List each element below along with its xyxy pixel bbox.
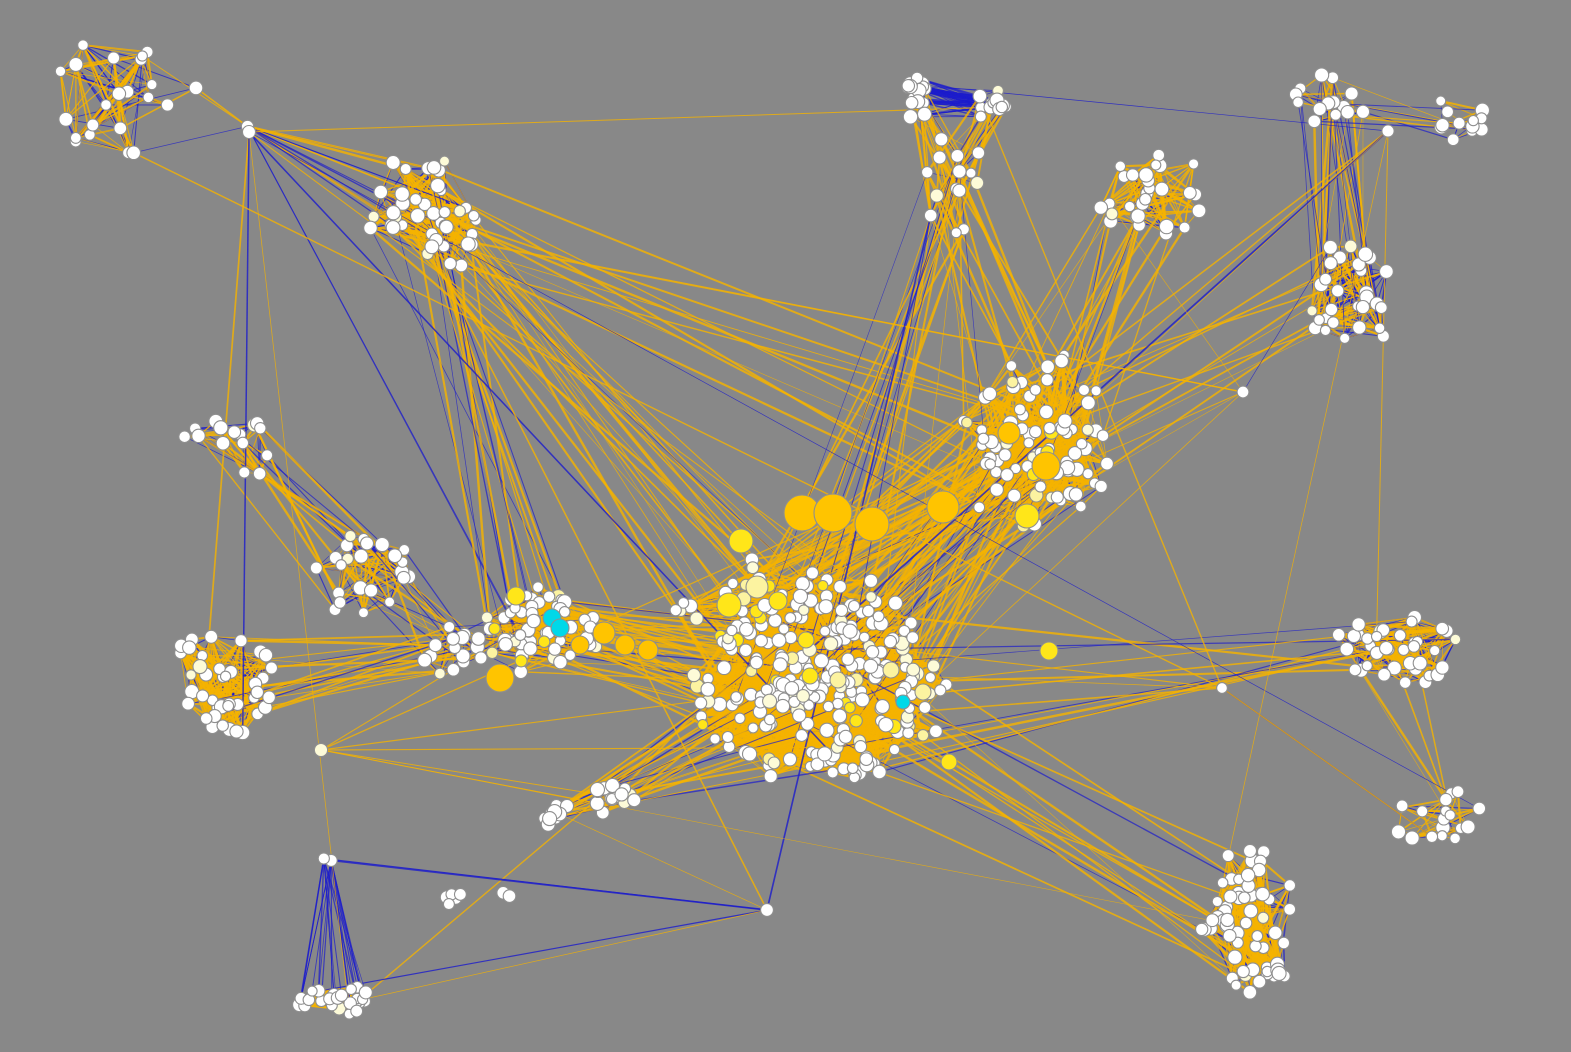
graph-edge	[140, 59, 149, 98]
graph-edge	[75, 127, 121, 139]
graph-edge	[60, 70, 120, 95]
graph-edge	[1146, 192, 1200, 212]
graph-edge	[82, 44, 148, 53]
graph-edge	[1111, 174, 1147, 215]
graph-edge	[82, 44, 135, 154]
graph-edge	[82, 44, 120, 95]
graph-edge	[1111, 209, 1200, 215]
graph-edge	[370, 227, 428, 255]
graph-edge	[92, 124, 129, 154]
graph-edge	[1331, 264, 1360, 310]
graph-edge	[373, 168, 407, 218]
graph-edge	[315, 567, 336, 610]
graph-edge	[338, 571, 402, 594]
graph-edge	[89, 133, 129, 154]
graph-edge	[1262, 885, 1291, 948]
graph-edge	[119, 87, 197, 129]
graph-edge	[402, 202, 429, 255]
graph-edge	[210, 636, 256, 685]
graph-edge	[65, 57, 115, 120]
graph-edge	[728, 725, 766, 748]
graph-edge	[92, 83, 153, 126]
graph-edge	[65, 87, 197, 120]
graph-edge	[1120, 163, 1156, 168]
graph-edge	[65, 64, 77, 120]
graph-edge	[1100, 165, 1122, 208]
graph-edge	[1402, 805, 1480, 810]
graph-edge	[133, 55, 143, 153]
graph-edge	[60, 71, 67, 120]
